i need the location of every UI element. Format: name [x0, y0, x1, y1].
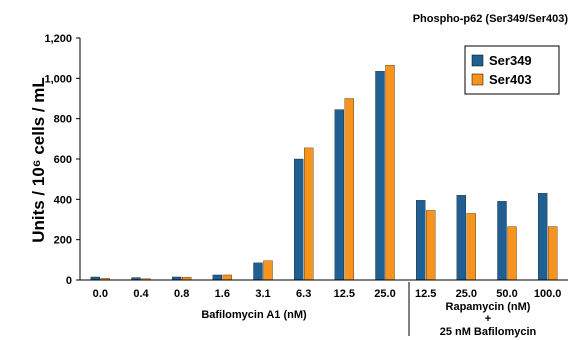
legend-swatch-ser403	[471, 73, 484, 86]
group-label-rapamycin-line3: 25 nM Bafilomycin	[440, 326, 537, 338]
bar-ser349-4	[253, 262, 263, 281]
group-label-rapamycin-line2: +	[485, 313, 491, 325]
bar-ser349-9	[456, 195, 466, 281]
x-tick-label: 12.5	[415, 288, 436, 300]
y-tick-label: 600	[54, 154, 72, 166]
bar-ser403-5	[304, 147, 314, 281]
bar-ser403-4	[263, 260, 273, 281]
legend-swatch-ser349	[471, 54, 484, 67]
bar-ser349-10	[497, 201, 507, 281]
x-tick-label: 100.0	[534, 288, 562, 300]
bar-ser403-11	[548, 226, 558, 281]
x-tick-label: 25.0	[374, 288, 395, 300]
chart-title: Phospho-p62 (Ser349/Ser403)	[413, 13, 569, 25]
y-tick-label: 400	[54, 194, 72, 206]
y-tick-label: 800	[54, 114, 72, 126]
x-tick-label: 50.0	[496, 288, 517, 300]
x-ticks: 0.0 0.4 0.8 1.6 3.1 6.3 12.5 25.0 12.5 25.0 50.0 10…	[93, 288, 562, 300]
bar-ser403-3	[222, 274, 232, 281]
group-label-rapamycin-line1: Rapamycin (nM)	[446, 301, 531, 313]
bars	[90, 65, 558, 281]
x-tick-label: 0.0	[93, 288, 108, 300]
bar-ser403-7	[385, 65, 395, 281]
x-tick-label: 12.5	[334, 288, 355, 300]
bar-ser349-11	[538, 193, 548, 281]
legend: Ser349 Ser403	[464, 45, 560, 95]
x-tick-label: 0.4	[133, 288, 149, 300]
bar-ser349-3	[212, 274, 222, 281]
y-tick-label: 200	[54, 235, 72, 247]
y-tick-label: 0	[66, 275, 72, 287]
bar-ser349-7	[375, 71, 385, 281]
bar-ser349-5	[294, 158, 304, 281]
bar-ser403-6	[344, 98, 354, 281]
legend-label-ser349: Ser349	[489, 53, 532, 68]
x-tick-label: 25.0	[456, 288, 477, 300]
x-tick-label: 3.1	[255, 288, 270, 300]
y-axis-label: Units / 10⁶ cells / mL	[29, 77, 48, 243]
group-label-bafilomycin: Bafilomycin A1 (nM)	[201, 309, 307, 321]
bar-ser403-8	[426, 210, 436, 281]
legend-label-ser403: Ser403	[489, 72, 532, 87]
bar-ser403-10	[507, 226, 517, 281]
x-tick-label: 6.3	[296, 288, 311, 300]
y-tick-label: 1,200	[44, 33, 72, 45]
bar-ser349-8	[416, 200, 426, 281]
y-tick-label: 1,000	[44, 73, 72, 85]
y-ticks: 0 200 400 600 800 1,000 1,200	[44, 33, 80, 287]
legend-box	[464, 45, 560, 95]
x-tick-label: 0.8	[174, 288, 189, 300]
bar-ser349-6	[334, 109, 344, 281]
x-tick-label: 1.6	[215, 288, 230, 300]
bar-ser403-9	[466, 213, 476, 281]
